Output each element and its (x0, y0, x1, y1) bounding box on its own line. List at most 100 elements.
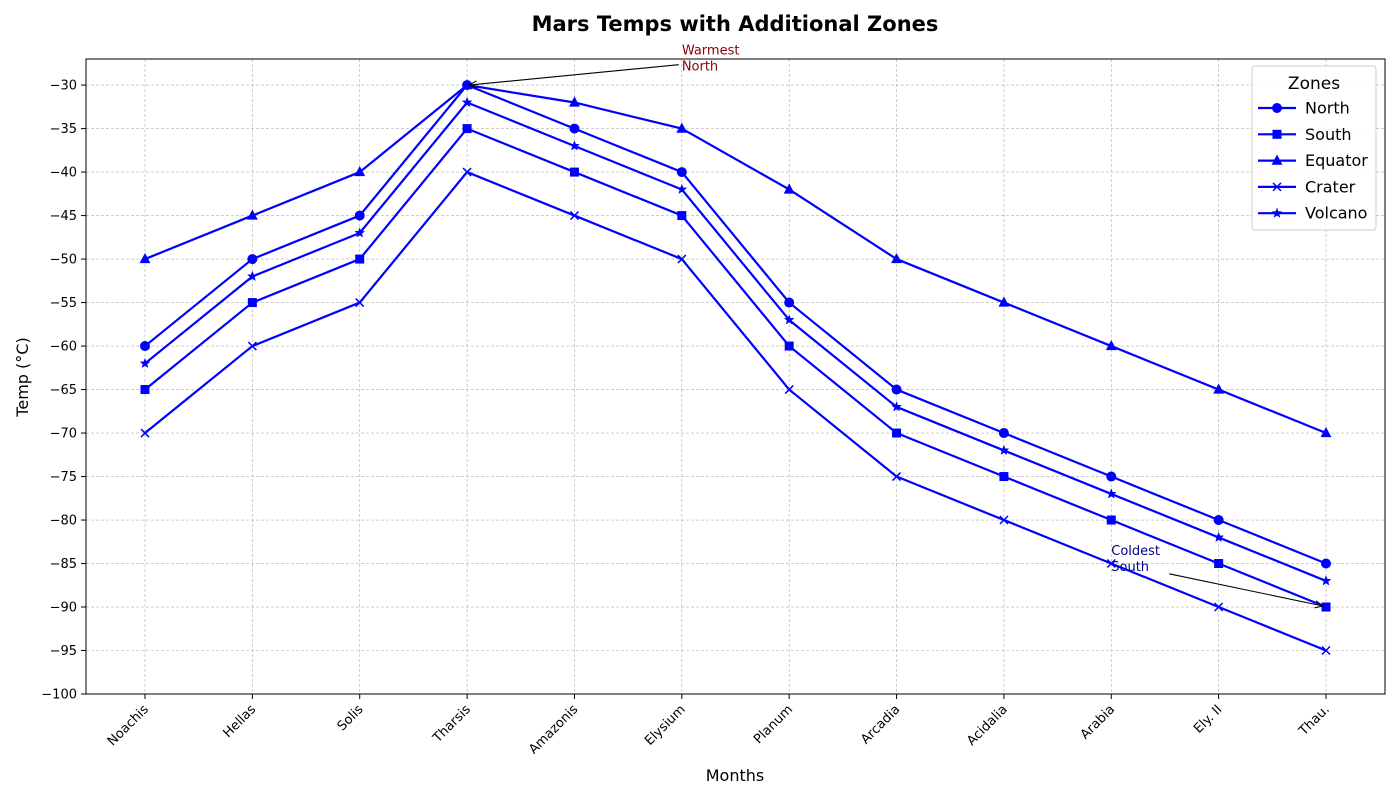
data-point (569, 123, 580, 134)
data-point (998, 296, 1010, 307)
data-point (998, 444, 1010, 456)
y-tick-label: −40 (50, 166, 77, 181)
legend-item-volcano: Volcano (1258, 204, 1367, 223)
marker-x-stroke (462, 167, 472, 177)
legend-marker (1272, 129, 1282, 139)
y-tick-label: −60 (50, 340, 77, 355)
data-point (462, 124, 472, 134)
x-tick-label: Noachis (105, 702, 152, 749)
marker-x-stroke (1106, 558, 1116, 569)
y-tick-label: −65 (50, 383, 77, 398)
series-line (144, 84, 1327, 565)
data-point (246, 209, 258, 220)
data-point (139, 253, 151, 264)
legend-item-crater: Crater (1258, 177, 1356, 196)
data-point (569, 140, 580, 151)
annotation-arrow (1169, 573, 1323, 606)
annotation-text: Coldest (1111, 544, 1160, 559)
data-point (462, 167, 472, 177)
x-tick-label: Solis (335, 702, 367, 734)
y-tick-label: −90 (50, 601, 77, 616)
legend-item-equator: Equator (1258, 151, 1368, 170)
data-point (1321, 602, 1331, 612)
y-tick-label: −95 (50, 644, 77, 659)
legend-label: South (1305, 125, 1352, 144)
data-point (140, 341, 150, 352)
data-point (247, 341, 257, 351)
x-tick-label: Amazonis (526, 702, 581, 757)
data-point (677, 254, 687, 264)
legend-title: Zones (1288, 74, 1340, 94)
data-point (1320, 426, 1332, 438)
x-tick-label: Acidalia (964, 702, 1011, 749)
x-tick-label: Ely. II (1191, 702, 1225, 736)
y-tick-label: −85 (50, 557, 77, 572)
data-point (139, 357, 151, 369)
annotation-text: Warmest (682, 44, 740, 59)
data-point (355, 254, 365, 264)
legend-marker (1272, 182, 1282, 192)
annotation-arrow (469, 64, 679, 85)
legend-marker (1271, 207, 1283, 218)
marker-x-stroke (677, 254, 687, 264)
series-line (144, 170, 1327, 652)
data-point (999, 515, 1009, 525)
data-point (891, 253, 902, 264)
data-point (1213, 383, 1225, 394)
data-point (999, 472, 1009, 482)
y-axis-label: Temp (°C) (13, 337, 32, 417)
data-point (676, 167, 687, 178)
series-south (140, 124, 1331, 612)
data-point (354, 166, 366, 177)
data-point (892, 428, 902, 438)
data-point (1105, 488, 1117, 499)
data-point (892, 472, 902, 482)
y-tick-label: −30 (50, 79, 77, 94)
data-point (1106, 558, 1116, 569)
data-point (677, 211, 687, 221)
grid-layer (86, 59, 1385, 695)
data-point (784, 297, 795, 308)
data-point (1213, 515, 1224, 526)
marker-x-stroke (247, 341, 257, 351)
annotation-text: South (1111, 560, 1149, 575)
data-point (1320, 575, 1332, 586)
data-point (891, 384, 902, 395)
legend-marker (1271, 154, 1283, 165)
y-tick-label: −75 (50, 470, 77, 485)
marker-x-stroke (569, 211, 579, 221)
data-point (676, 183, 688, 195)
y-tick-label: −50 (50, 253, 77, 268)
y-tick-label: −100 (41, 688, 77, 703)
axis-layer: −100 −95 −90 −85 −80 −75 −70 −65 −60 −55 −50 −45 −40… (41, 79, 1333, 758)
series-line (144, 127, 1327, 609)
x-axis-label: Months (706, 766, 764, 785)
data-point (891, 401, 902, 412)
data-point (1214, 559, 1224, 569)
series-crater (140, 167, 1331, 656)
series-layer (139, 79, 1332, 656)
data-point (247, 254, 258, 265)
data-point (140, 428, 150, 438)
data-point (1105, 339, 1117, 351)
marker-x-stroke (1214, 602, 1224, 612)
data-point (1106, 471, 1117, 482)
series-line (144, 101, 1327, 582)
data-point (998, 428, 1009, 439)
x-tick-label: Arabia (1078, 702, 1118, 742)
y-tick-label: −70 (50, 427, 77, 442)
data-point (569, 211, 579, 221)
data-point (461, 96, 473, 108)
x-tick-label: Tharsis (430, 702, 474, 746)
data-point (1106, 515, 1116, 525)
data-point (354, 210, 365, 221)
data-point (354, 227, 366, 238)
data-point (355, 298, 365, 308)
legend-marker (1272, 103, 1282, 113)
data-point (1214, 602, 1224, 612)
y-tick-label: −35 (50, 122, 77, 137)
